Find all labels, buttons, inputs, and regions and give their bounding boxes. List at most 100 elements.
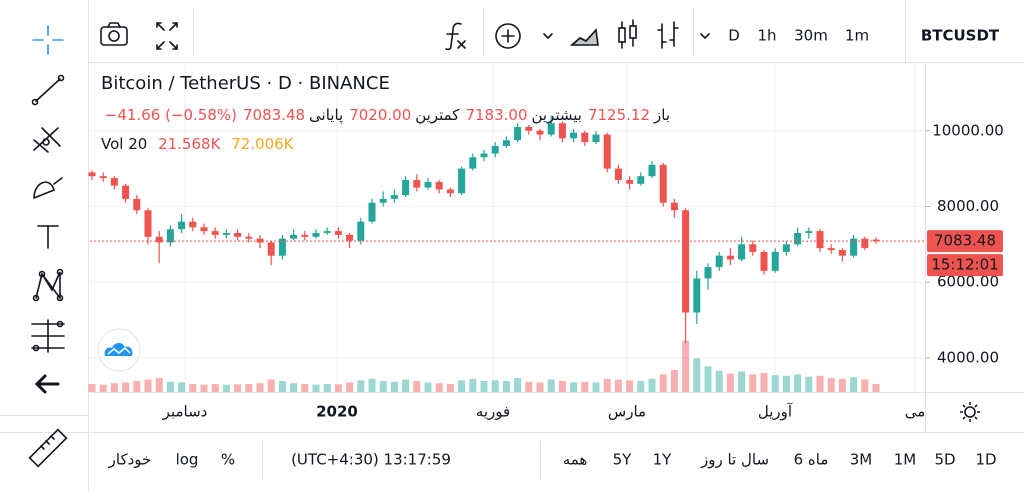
crosshair-tool[interactable]: [32, 25, 64, 55]
back-arrow[interactable]: [34, 374, 60, 394]
range-button[interactable]: 1M: [894, 451, 917, 469]
volume-bar: [110, 383, 118, 392]
ohlc-value: 7183.00: [465, 106, 528, 124]
left-toolbar: [28, 25, 68, 468]
candle-body: [346, 234, 354, 241]
pattern-tool[interactable]: [32, 268, 64, 302]
range-button[interactable]: سال تا روز: [700, 451, 769, 469]
clock[interactable]: (UTC+4:30) 13:17:59: [291, 451, 451, 469]
candle-body: [357, 221, 365, 241]
volume-bar: [178, 382, 186, 392]
range-button[interactable]: 5Y: [613, 451, 633, 469]
candle-body: [122, 185, 130, 199]
volume-label: Vol 20: [101, 135, 148, 153]
bar-style-button[interactable]: [657, 21, 679, 49]
ruler-tool[interactable]: [28, 428, 68, 468]
volume-bar: [88, 383, 96, 392]
candle-style-button[interactable]: [618, 19, 637, 49]
volume-bar: [278, 381, 286, 392]
ohlc-value: 7083.48: [243, 106, 306, 124]
chevron[interactable]: [700, 33, 710, 40]
range-button[interactable]: 6 ماه: [794, 451, 829, 469]
candle-body: [402, 179, 410, 196]
candle-body: [290, 234, 298, 239]
last-price-label: 7083.48: [934, 232, 996, 250]
interval-button[interactable]: 1m: [845, 27, 869, 45]
range-button[interactable]: 3M: [850, 451, 873, 469]
settings-button[interactable]: [960, 402, 980, 422]
chevron[interactable]: [543, 33, 553, 40]
range-button[interactable]: 1D: [975, 451, 996, 469]
brush-tool[interactable]: [33, 177, 63, 199]
interval-button[interactable]: 30m: [794, 27, 828, 45]
volume-bar: [144, 379, 152, 392]
interval-button[interactable]: D: [728, 27, 740, 45]
fullscreen-button[interactable]: [156, 22, 178, 50]
volume-bar: [603, 378, 611, 392]
auto-scale[interactable]: خودکار: [108, 451, 152, 469]
range-button[interactable]: 1Y: [653, 451, 673, 469]
volume-bar: [693, 358, 701, 392]
interval-button[interactable]: 1h: [757, 27, 776, 45]
candle-body: [570, 132, 578, 139]
volume-bar: [323, 383, 331, 392]
candle-body: [144, 210, 152, 237]
candle-body: [659, 164, 667, 203]
candle-body: [670, 202, 678, 211]
candle-body: [547, 123, 555, 135]
candle-body: [603, 134, 611, 169]
pitchfork-tool[interactable]: [33, 127, 61, 153]
logo-badge[interactable]: [97, 328, 141, 372]
candle-body: [749, 244, 757, 252]
compare-button[interactable]: [495, 23, 521, 49]
volume-bar: [637, 381, 645, 392]
volume-bar: [872, 383, 880, 392]
candle-body: [110, 178, 118, 186]
volume-bar: [122, 382, 130, 392]
candle-body: [581, 132, 589, 143]
candle-body: [312, 232, 320, 237]
candle-body: [726, 255, 734, 260]
volume-row: Vol 20 21.568K 72.006K: [101, 135, 294, 153]
measure-lines-tool[interactable]: [31, 319, 65, 353]
legend-title: Bitcoin / TetherUS · D · BINANCE: [101, 73, 390, 94]
volume-bar: [614, 379, 622, 392]
candle-body: [301, 234, 309, 237]
symbol[interactable]: BTCUSDT: [921, 27, 1000, 45]
ohlc-label: باز: [654, 106, 670, 124]
area-style-button[interactable]: [569, 28, 599, 46]
volume-bar: [760, 372, 768, 392]
ohlc-label: پایانی: [309, 106, 344, 124]
trend-line-tool[interactable]: [31, 74, 65, 106]
range-button[interactable]: 5D: [934, 451, 955, 469]
candle-body: [245, 236, 253, 239]
candle-body: [133, 198, 141, 211]
candle-body: [480, 153, 488, 158]
top-toolbar: [100, 19, 710, 51]
y-tick-label: 10000.00: [932, 121, 1004, 139]
candle-body: [592, 134, 600, 143]
change-value: −41.66 (−0.58%): [104, 106, 237, 124]
volume-bar: [648, 378, 656, 392]
volume-bar: [458, 380, 466, 392]
candle-body: [178, 221, 186, 230]
candle-body: [715, 255, 723, 268]
candle-body: [525, 126, 533, 131]
candle-body: [794, 232, 802, 245]
volume-bar: [827, 378, 835, 392]
volume-bar: [861, 379, 869, 392]
candle-body: [536, 130, 544, 135]
text-tool[interactable]: [37, 225, 59, 249]
volume-bar: [133, 381, 141, 392]
candle-body: [278, 238, 286, 256]
candle-body: [446, 189, 454, 194]
volume-bar: [850, 377, 858, 392]
volume-bar: [682, 340, 690, 392]
range-button[interactable]: همه: [563, 451, 588, 469]
screenshot-button[interactable]: [100, 22, 128, 46]
scale-option[interactable]: %: [221, 451, 235, 469]
indicators-button[interactable]: [445, 22, 466, 51]
ohlc-row: باز7125.12 بیشترین7183.00 کمترین7020.00 پای…: [105, 106, 670, 124]
scale-option[interactable]: log: [176, 451, 199, 469]
x-tick-label: می: [905, 403, 926, 421]
